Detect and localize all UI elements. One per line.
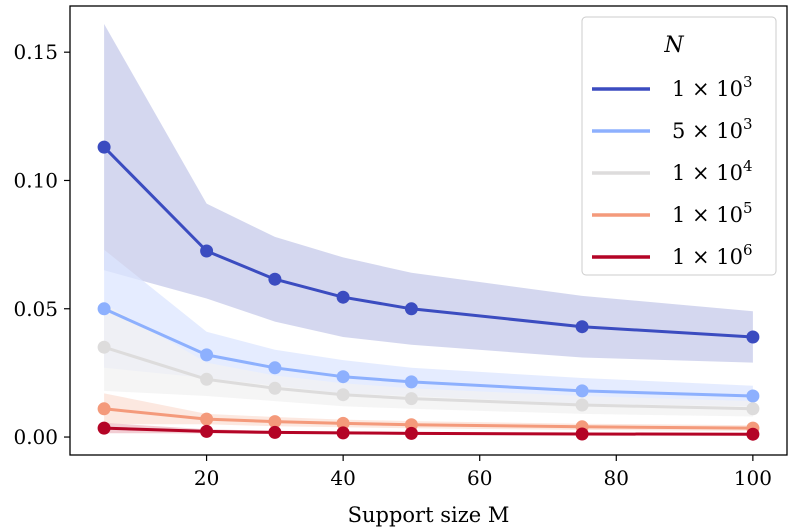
x-tick-label-20: 20 bbox=[194, 466, 219, 490]
y-axis: 0.00 0.05 0.10 0.15 bbox=[13, 40, 70, 449]
point-series-5-6 bbox=[575, 427, 589, 441]
x-tick-label-80: 80 bbox=[604, 466, 629, 490]
x-axis-label: Support size M bbox=[348, 503, 510, 527]
y-tick-label-3: 0.15 bbox=[13, 40, 58, 64]
point-series-1-4 bbox=[336, 290, 350, 304]
legend-box bbox=[581, 16, 777, 276]
legend-items: 1 × 103 5 × 103 1 × 104 1 × 105 1 × 106 bbox=[592, 73, 753, 269]
legend-item-1: 1 × 103 bbox=[592, 73, 753, 101]
point-series-5-1 bbox=[97, 421, 111, 435]
legend-item-2: 5 × 103 bbox=[592, 115, 753, 143]
point-series-5-5 bbox=[404, 426, 418, 440]
point-series-3-5 bbox=[404, 392, 418, 406]
legend-label-5: 1 × 106 bbox=[672, 241, 753, 269]
point-series-3-2 bbox=[200, 372, 214, 386]
point-series-4-3 bbox=[268, 415, 282, 429]
point-series-2-6 bbox=[575, 384, 589, 398]
point-series-3-7 bbox=[746, 402, 760, 416]
point-series-2-4 bbox=[336, 370, 350, 384]
x-axis: 20 40 60 80 100 bbox=[194, 455, 772, 490]
point-series-2-1 bbox=[97, 302, 111, 316]
legend-label-1: 1 × 103 bbox=[672, 73, 753, 101]
y-tick-label-2: 0.10 bbox=[13, 168, 58, 192]
point-series-3-3 bbox=[268, 381, 282, 395]
series-points bbox=[97, 140, 760, 441]
point-series-2-2 bbox=[200, 348, 214, 362]
point-series-1-6 bbox=[575, 320, 589, 334]
point-series-4-2 bbox=[200, 412, 214, 426]
legend-title: N bbox=[663, 33, 684, 58]
legend-label-4: 1 × 105 bbox=[672, 199, 753, 227]
point-series-1-2 bbox=[200, 244, 214, 258]
legend-item-5: 1 × 106 bbox=[592, 241, 753, 269]
legend-label-3: 1 × 104 bbox=[672, 157, 753, 185]
point-series-3-4 bbox=[336, 388, 350, 402]
point-series-3-6 bbox=[575, 398, 589, 412]
plot-frame bbox=[69, 5, 788, 456]
legend-item-3: 1 × 104 bbox=[592, 157, 753, 185]
point-series-1-5 bbox=[404, 302, 418, 316]
point-series-2-3 bbox=[268, 361, 282, 375]
point-series-1-3 bbox=[268, 272, 282, 286]
x-tick-label-60: 60 bbox=[467, 466, 492, 490]
point-series-3-1 bbox=[97, 340, 111, 354]
band-series-1 bbox=[104, 24, 753, 363]
point-series-1-7 bbox=[746, 330, 760, 344]
point-series-5-4 bbox=[336, 426, 350, 440]
legend-item-4: 1 × 105 bbox=[592, 199, 753, 227]
point-series-5-7 bbox=[746, 427, 760, 441]
x-tick-label-100: 100 bbox=[734, 466, 772, 490]
legend-label-2: 5 × 103 bbox=[672, 115, 753, 143]
point-series-2-7 bbox=[746, 389, 760, 403]
y-tick-label-0: 0.00 bbox=[13, 425, 58, 449]
point-series-5-2 bbox=[200, 424, 214, 438]
point-series-1-1 bbox=[97, 140, 111, 154]
point-series-5-3 bbox=[268, 425, 282, 439]
point-series-2-5 bbox=[404, 375, 418, 389]
x-tick-label-40: 40 bbox=[330, 466, 355, 490]
point-series-4-4 bbox=[336, 416, 350, 430]
legend: N 1 × 103 5 × 103 1 × 104 1 × 105 1 × 106 bbox=[581, 16, 777, 276]
y-tick-label-1: 0.05 bbox=[13, 297, 58, 321]
point-series-4-1 bbox=[97, 402, 111, 416]
x-axis-label-text: Support size M bbox=[348, 503, 510, 527]
